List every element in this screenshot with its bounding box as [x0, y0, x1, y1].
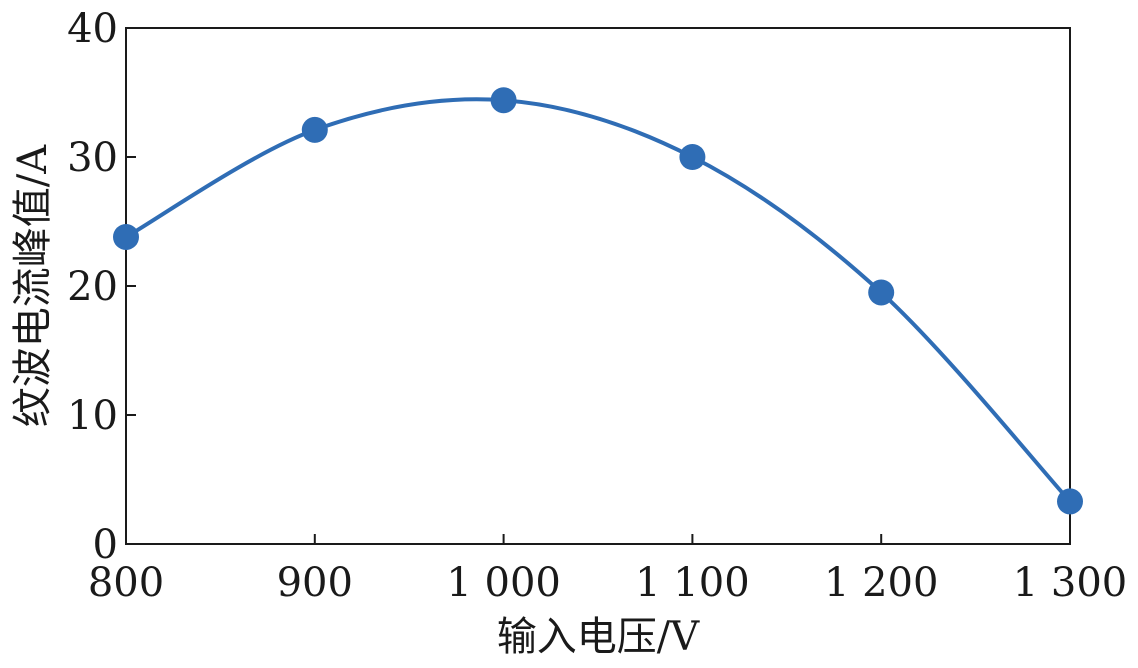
- series-layer: [113, 87, 1083, 515]
- plot-frame: [125, 27, 1071, 545]
- data-point: [679, 144, 706, 170]
- data-point: [113, 223, 139, 250]
- y-tick-label: 30: [67, 135, 118, 181]
- series-line: [125, 97, 1072, 503]
- y-tick-label: 40: [67, 6, 118, 52]
- x-axis-ticks: 800 900 1 000 1 100 1 200 1 300: [88, 534, 1127, 606]
- x-tick-label: 1 000: [446, 560, 561, 606]
- data-point: [1057, 488, 1083, 515]
- y-axis-ticks: 0 10 20 30 40: [67, 6, 136, 568]
- y-tick-label: 0: [93, 522, 118, 568]
- x-tick-label: 1 100: [635, 560, 750, 606]
- y-tick-label: 10: [67, 393, 118, 439]
- y-axis-title: 纹波电流峰值/A: [10, 144, 56, 427]
- x-tick-label: 800: [88, 560, 164, 606]
- y-tick-label: 20: [67, 264, 118, 310]
- x-tick-label: 1 300: [1013, 560, 1128, 606]
- data-point: [301, 116, 328, 143]
- x-tick-label: 900: [277, 560, 353, 606]
- x-tick-label: 1 200: [824, 560, 939, 606]
- data-point: [868, 279, 895, 306]
- x-axis-title: 输入电压/V: [497, 614, 700, 660]
- data-point: [490, 87, 517, 114]
